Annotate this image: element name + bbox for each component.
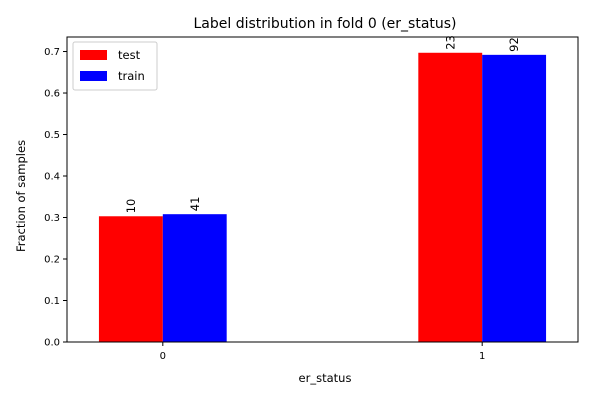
- y-tick-label-7: 0.7: [44, 47, 60, 58]
- x-axis-label: er_status: [299, 371, 352, 385]
- bar-train-0: [162, 214, 227, 342]
- y-tick-label-5: 0.5: [44, 130, 60, 141]
- y-tick-label-0: 0.0: [44, 338, 60, 349]
- legend-label-train: train: [118, 69, 145, 83]
- y-tick-label-4: 0.4: [44, 172, 60, 183]
- y-tick-label-6: 0.6: [44, 89, 60, 100]
- bar-label-train-0: 41: [188, 197, 202, 212]
- chart-title: Label distribution in fold 0 (er_status): [193, 16, 456, 32]
- axes-frame: [66, 36, 579, 343]
- bar-label-train-1: 92: [507, 37, 521, 52]
- y-tick-label-1: 0.1: [44, 296, 60, 307]
- y-axis-label: Fraction of samples: [14, 140, 28, 252]
- y-tick-label-3: 0.3: [44, 213, 60, 224]
- x-tick-label-1: 1: [479, 351, 485, 362]
- bar-test-0: [98, 216, 163, 342]
- legend-swatch-train: [80, 71, 107, 81]
- legend-label-test: test: [118, 48, 141, 62]
- bar-label-test-0: 10: [124, 199, 138, 214]
- plot-area: 10 23 41 92 0.0 0.1 0.2 0.3 0.4 0.5 0.6 0.7 0 1 test tr…: [44, 35, 579, 362]
- y-tick-label-2: 0.2: [44, 255, 60, 266]
- bar-train-1: [482, 54, 547, 342]
- legend-swatch-test: [80, 50, 107, 60]
- bar-label-test-1: 23: [443, 35, 457, 50]
- x-tick-label-0: 0: [160, 351, 166, 362]
- bar-test-1: [418, 52, 483, 342]
